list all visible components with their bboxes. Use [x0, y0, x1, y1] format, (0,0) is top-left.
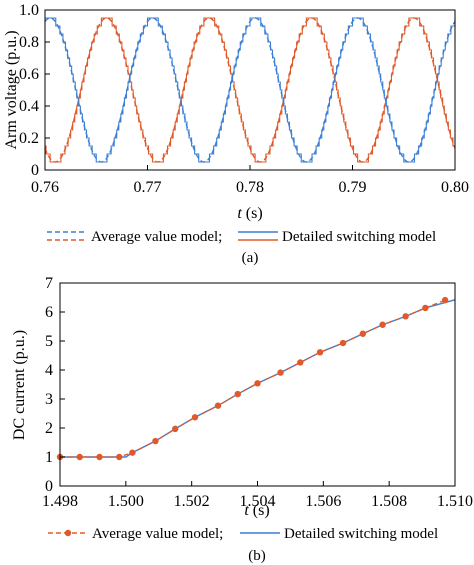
chart-a-y-tick-label: 0.2	[19, 130, 39, 147]
chart-b-y-axis-label: DC current (p.u.)	[11, 330, 28, 440]
chart-b-average-point	[191, 414, 199, 421]
chart-a-series-orange-average	[44, 17, 456, 163]
chart-b-x-tick-label: 1.510	[437, 493, 473, 510]
chart-b-average-point	[152, 437, 159, 445]
chart-a-y-tick-label: 1.0	[19, 2, 39, 19]
chart-a-y-axis-label: Arm voltage (p.u.)	[3, 30, 20, 149]
legend-a-avg-label: Average value model;	[91, 229, 222, 245]
chart-a-series	[44, 17, 456, 163]
chart-b-average-point	[316, 349, 324, 356]
chart-b-series-average	[60, 299, 446, 458]
chart-b-average-point	[277, 369, 284, 376]
chart-b-average-point	[254, 380, 261, 387]
chart-b-average-point	[441, 296, 449, 304]
chart-b: 1.498 1.500 1.502 1.504 1.506 1.508 1.510 0 1 2 3 4…	[11, 275, 473, 564]
chart-a-y-tick-label: 0.4	[19, 98, 39, 115]
chart-b-average-point	[214, 402, 222, 409]
chart-b-average-point	[297, 359, 304, 366]
chart-a-y-tick-label: 0.6	[19, 66, 39, 83]
chart-a: 0.76 0.77 0.78 0.79 0.80 0 0.2 0.4 0.6 0.8 1.0 Arm…	[3, 2, 469, 266]
chart-b-average-point	[76, 453, 83, 461]
chart-b-x-tick-label: 1.498	[42, 493, 78, 510]
chart-b-y-tick-label: 1	[45, 449, 53, 466]
chart-b-x-tick-label: 1.502	[174, 493, 210, 510]
chart-a-ticks: 0.76 0.77 0.78 0.79 0.80 0 0.2 0.4 0.6 0.8 1.0	[19, 2, 469, 196]
chart-b-average-point	[379, 321, 386, 328]
chart-b-x-tick-label: 1.508	[371, 493, 407, 510]
chart-b-y-tick-label: 4	[45, 362, 53, 379]
chart-a-x-axis-label: t (s)	[237, 205, 262, 222]
chart-b-average-point	[422, 304, 429, 312]
chart-a-y-tick-label: 0.8	[19, 34, 39, 51]
chart-b-y-tick-label: 3	[45, 391, 53, 408]
legend-b-det-label: Detailed switching model	[284, 526, 438, 542]
chart-b-caption: (b)	[248, 548, 266, 564]
chart-b-series	[56, 296, 456, 461]
chart-b-average-point	[172, 425, 179, 433]
chart-b-y-tick-label: 7	[45, 275, 53, 292]
chart-a-caption: (a)	[242, 250, 259, 266]
chart-a-x-tick-label: 0.78	[236, 179, 264, 196]
chart-b-y-tick-label: 2	[45, 420, 53, 437]
chart-b-average-point	[129, 449, 136, 456]
chart-b-y-tick-label: 5	[45, 333, 53, 350]
legend-b-avg-marker	[64, 529, 72, 537]
chart-b-average-point	[359, 330, 367, 337]
chart-a-x-tick-label: 0.79	[339, 179, 367, 196]
chart-a-x-tick-label: 0.77	[134, 179, 162, 196]
legend-b-avg-label: Average value model;	[92, 526, 223, 542]
chart-a-x-axis-var: t	[237, 205, 242, 222]
chart-a-series-blue-average	[44, 17, 456, 163]
legend-a-det-label: Detailed switching model	[282, 229, 436, 245]
chart-b-average-point	[116, 453, 123, 461]
chart-b-x-axis-label: t (s)	[244, 502, 269, 519]
chart-a-x-tick-label: 0.80	[441, 179, 469, 196]
chart-b-average-point	[339, 339, 347, 347]
chart-b-ticks: 1.498 1.500 1.502 1.504 1.506 1.508 1.510 0 1 2 3 4…	[42, 275, 473, 510]
chart-a-series-orange-detailed	[45, 17, 455, 163]
chart-b-average-point	[234, 390, 241, 398]
chart-a-legend: Average value model; Detailed switching …	[47, 229, 436, 245]
chart-b-x-tick-label: 1.506	[305, 493, 341, 510]
chart-a-x-axis-unit: (s)	[242, 205, 263, 222]
chart-b-average-point	[402, 313, 409, 320]
chart-b-series-detailed	[60, 299, 456, 458]
chart-b-legend: Average value model; Detailed switching …	[48, 526, 438, 542]
chart-a-series-blue-detailed	[45, 17, 456, 163]
chart-a-x-tick-label: 0.76	[31, 179, 59, 196]
chart-b-y-tick-label: 0	[45, 478, 53, 495]
chart-b-x-tick-label: 1.504	[240, 493, 276, 510]
chart-b-x-tick-label: 1.500	[108, 493, 144, 510]
chart-b-x-axis-var: t	[244, 502, 249, 519]
chart-a-y-tick-label: 0	[31, 162, 39, 179]
chart-b-y-tick-label: 6	[45, 304, 53, 321]
chart-b-average-point	[96, 453, 103, 461]
chart-b-x-axis-unit: (s)	[249, 502, 270, 519]
